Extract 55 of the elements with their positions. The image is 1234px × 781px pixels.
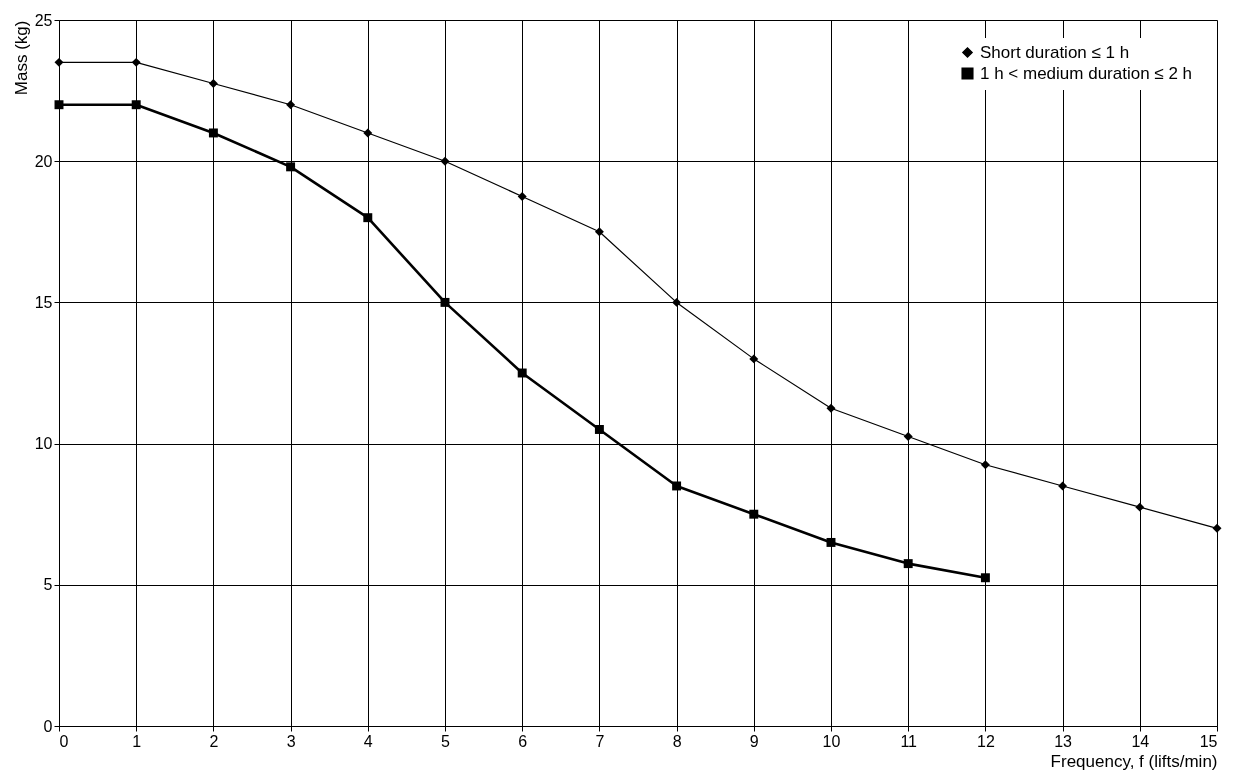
point [980,573,990,583]
legend-label: Short duration ≤ 1 h [980,42,1130,62]
point [826,403,836,413]
point [54,100,64,110]
point [1212,523,1222,533]
x-tick-label: 10 [822,732,841,750]
point [363,213,373,223]
x-axis-title: Frequency, f (lifts/min) [1050,751,1218,771]
point [749,509,759,519]
y-tick-label: 5 [43,576,53,594]
point [208,128,218,138]
point [131,57,141,67]
x-tick-label: 11 [900,732,918,750]
y-tick-label: 10 [34,435,53,453]
y-tick-label: 20 [34,152,53,170]
y-tick-label: 15 [34,293,53,311]
point [1058,481,1068,491]
x-tick-label: 7 [595,732,605,750]
x-tick-label: 6 [518,732,528,750]
x-tick-label: 0 [59,732,69,750]
point [594,425,604,434]
point [440,156,450,166]
x-tick-label: 14 [1131,732,1150,750]
point [1135,502,1145,512]
point [517,368,527,378]
point [903,432,913,442]
x-tick-label: 1 [132,732,142,750]
point [208,79,218,89]
point [903,559,913,569]
point [672,481,682,491]
point [980,460,990,470]
legend-label: 1 h < medium duration ≤ 2 h [980,63,1193,83]
x-tick-label: 12 [977,732,995,750]
point [749,354,759,364]
x-tick-label: 8 [672,732,682,750]
y-tick-label: 25 [34,11,53,29]
y-axis-title: Mass (kg) [11,20,31,96]
point [594,227,604,237]
point [826,537,836,547]
point [517,192,527,201]
point [286,162,296,172]
point [363,128,373,138]
x-tick-label: 3 [286,732,296,750]
point [672,297,682,307]
x-tick-label: 4 [363,732,373,750]
x-tick-label: 2 [209,732,219,750]
point [54,57,64,67]
x-tick-label: 15 [1199,732,1218,750]
y-tick-label: 0 [43,717,53,735]
point [286,100,296,110]
x-tick-label: 13 [1054,732,1073,750]
x-tick-label: 5 [441,732,451,750]
x-tick-label: 9 [749,732,759,750]
point [131,100,141,110]
point [440,297,450,307]
